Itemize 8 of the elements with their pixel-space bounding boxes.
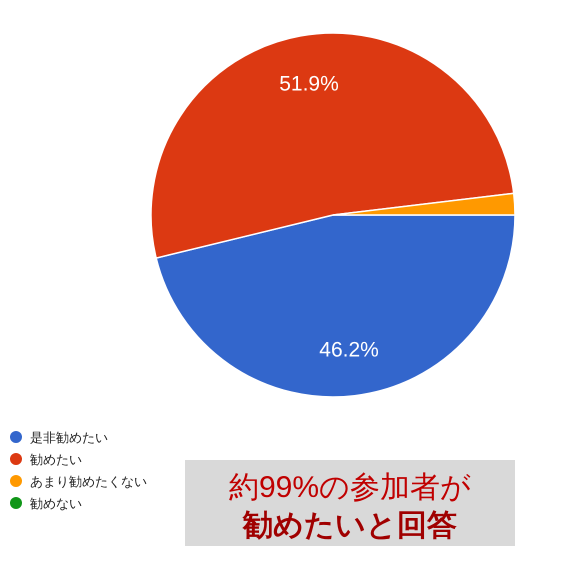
legend-label: 勧めたい <box>30 452 82 467</box>
legend-label: 是非勧めたい <box>30 430 108 445</box>
text: 勧めたいと回答 <box>242 509 457 542</box>
legend-label: 勧めない <box>30 496 82 511</box>
data-label: 46.2% <box>319 338 379 362</box>
text: 約99%の参加者が <box>228 471 472 504</box>
data-label: 51.9% <box>279 72 339 96</box>
legend-label: あまり勧めたくない <box>30 474 147 489</box>
